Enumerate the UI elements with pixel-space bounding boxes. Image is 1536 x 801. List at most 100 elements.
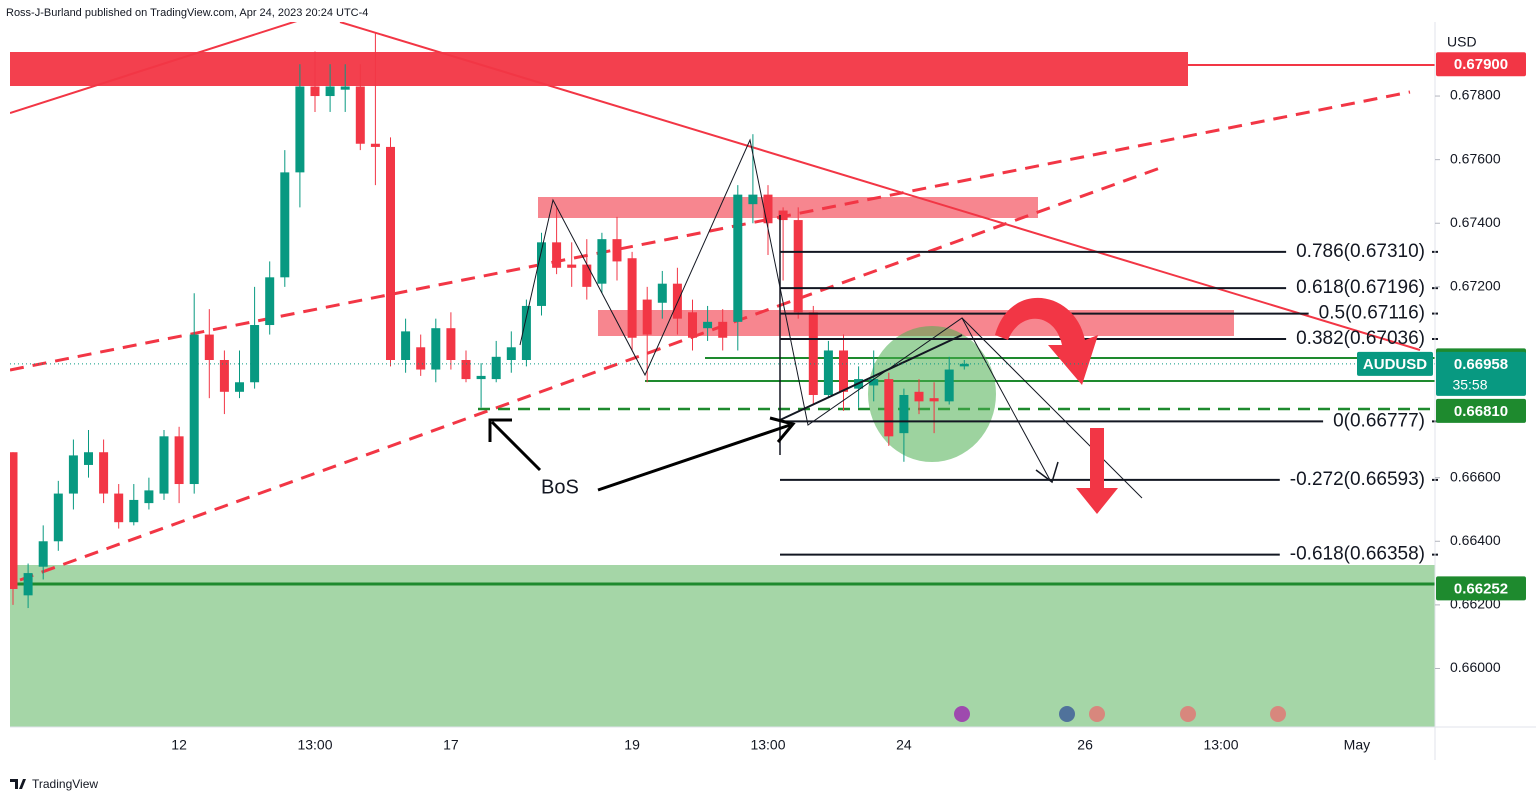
price-label: 0.67900: [1454, 56, 1508, 73]
candle-body: [38, 541, 48, 567]
candle-body: [340, 86, 350, 90]
candle-body: [657, 283, 667, 303]
demand-zone: [10, 565, 1435, 727]
price-label: 0.66252: [1454, 580, 1508, 597]
x-tick-label: 13:00: [297, 737, 332, 753]
candle-body: [703, 321, 713, 329]
candles: [10, 32, 969, 609]
candle-body: [491, 356, 501, 380]
price-label: 0.66810: [1454, 403, 1508, 420]
symbol-box: [1357, 351, 1433, 376]
event-icon: [1270, 706, 1286, 722]
candle-body: [612, 239, 622, 262]
bos-arrow: [490, 420, 542, 472]
x-tick-label: 13:00: [750, 737, 785, 753]
candle-body: [159, 436, 169, 494]
candle-body: [386, 146, 395, 361]
arrow-head: [769, 416, 796, 443]
candle-body: [84, 452, 93, 465]
countdown: 35:58: [1452, 377, 1487, 393]
candle-body: [748, 194, 758, 205]
candle-body: [10, 452, 18, 589]
candle-body: [129, 499, 139, 523]
candle-body: [627, 258, 637, 338]
x-tick-label: 26: [1077, 737, 1093, 753]
candle-body: [144, 490, 154, 504]
arrow-head: [1035, 461, 1059, 484]
trend-line: [10, 22, 298, 114]
candle-body: [823, 350, 833, 395]
fib-label: 0.5(0.67116): [1319, 303, 1425, 324]
candle-body: [944, 369, 954, 402]
candle-body: [370, 143, 380, 147]
fib-label: 0.618(0.67196): [1296, 277, 1425, 298]
logo: [10, 779, 26, 789]
y-tick-label: 0.67200: [1450, 278, 1501, 294]
y-tick-label: 0.67800: [1450, 87, 1501, 103]
candle-body: [763, 194, 773, 224]
candle-body: [884, 379, 894, 437]
x-tick-label: May: [1344, 737, 1370, 753]
candle-body: [914, 391, 924, 402]
y-tick-label: 0.66600: [1450, 468, 1501, 484]
event-icon: [1180, 706, 1196, 722]
candle-body: [959, 363, 969, 367]
candle-body: [174, 436, 184, 485]
last-price-box: [1436, 351, 1526, 396]
y-tick-label: 0.66400: [1450, 532, 1501, 548]
currency: USD: [1447, 34, 1477, 50]
candle-body: [68, 455, 78, 494]
fib-label: 0.382(0.67036): [1296, 328, 1425, 349]
candle-body: [114, 493, 124, 523]
candle-body: [733, 194, 743, 322]
event-icon: [1089, 706, 1105, 722]
fibonacci: 0.786(0.67310) 0.618(0.67196) 0.5(0.67116)…: [779, 215, 1438, 565]
x-tick-label: 19: [624, 737, 640, 753]
candle-body: [672, 283, 682, 319]
candle-body: [235, 382, 244, 392]
fib-label: 0(0.66777): [1333, 410, 1425, 431]
projection: [961, 317, 1143, 499]
x-tick-label: 12: [171, 737, 187, 753]
wedge-line: [779, 334, 963, 421]
price-label-box: [1436, 398, 1526, 423]
candle-body: [325, 86, 335, 97]
y-tick-label: 0.67600: [1450, 150, 1501, 166]
last-price-label: 0.66958: [1454, 356, 1508, 373]
candle-body: [446, 328, 456, 361]
supply-zone: [10, 52, 1188, 86]
candle-body: [461, 360, 471, 380]
x-tick-label: 24: [896, 737, 912, 753]
candle-body: [537, 242, 546, 306]
channel-line: [10, 90, 1411, 372]
price-label-box: [1436, 576, 1526, 601]
candle-body: [521, 305, 531, 361]
candle-body: [899, 394, 909, 434]
candle-body: [280, 172, 290, 278]
candle-body: [99, 452, 109, 494]
price-label-box: [1436, 52, 1526, 77]
candle-body: [295, 86, 305, 173]
event-icon: [1059, 706, 1075, 722]
resistance-box: [538, 197, 1038, 218]
trend-line: [339, 22, 1421, 351]
annotation: BoS: [541, 476, 579, 498]
candle-body: [506, 347, 516, 361]
curved-arrow: [995, 297, 1098, 385]
candle-body: [189, 334, 199, 485]
candle-body: [869, 379, 879, 386]
candle-body: [250, 325, 260, 383]
candle-body: [567, 264, 577, 268]
x-tick-label: 13:00: [1203, 737, 1238, 753]
down-arrow: [1076, 428, 1118, 514]
candle-body: [204, 334, 214, 361]
symbol-label: AUDUSD: [1363, 356, 1427, 373]
candle-body: [552, 242, 562, 268]
arrow-head: [488, 418, 512, 442]
y-tick-label: 0.67400: [1450, 214, 1501, 230]
candle-body: [265, 277, 275, 326]
event-icon: [954, 706, 970, 722]
candle-body: [23, 573, 33, 596]
footer: TradingView: [32, 777, 98, 791]
